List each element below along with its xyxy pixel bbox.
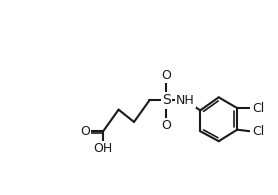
Text: NH: NH [176, 94, 195, 107]
Text: Cl: Cl [252, 102, 264, 115]
Text: S: S [162, 93, 171, 107]
Text: O: O [162, 119, 171, 132]
Text: Cl: Cl [252, 125, 264, 138]
Text: OH: OH [94, 142, 113, 155]
Text: O: O [80, 125, 90, 138]
Text: O: O [162, 69, 171, 82]
